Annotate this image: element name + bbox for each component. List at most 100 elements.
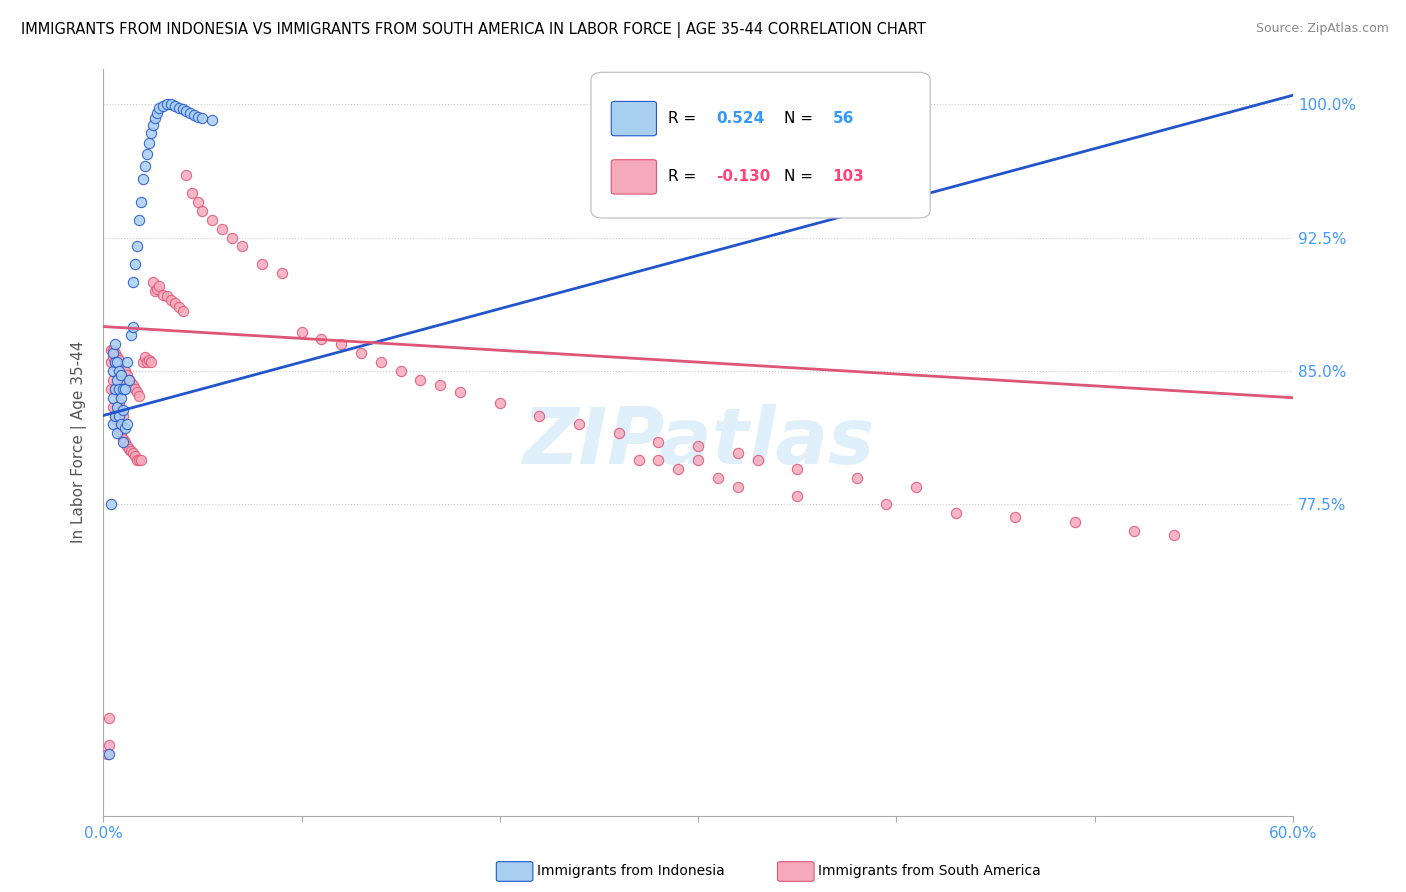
Point [688, 439, 710, 453]
Text: R =: R = [668, 169, 702, 185]
Point [105, 400, 128, 414]
Point [101, 343, 124, 357]
Point [159, 293, 181, 307]
Point [148, 101, 170, 115]
Point [125, 453, 148, 467]
Point [875, 498, 897, 512]
Point [167, 300, 190, 314]
Point [110, 368, 132, 382]
Point [845, 471, 868, 485]
Point [110, 403, 132, 417]
FancyBboxPatch shape [591, 72, 931, 218]
Point [118, 373, 141, 387]
Point [148, 278, 170, 293]
Point [172, 303, 194, 318]
Point [112, 382, 135, 396]
Point [135, 147, 157, 161]
Point [159, 97, 181, 112]
Point [104, 346, 127, 360]
Point [104, 382, 127, 396]
Text: Immigrants from South America: Immigrants from South America [818, 864, 1040, 879]
Point [143, 284, 166, 298]
Point [98, 738, 121, 752]
Point [163, 296, 186, 310]
Point [114, 435, 136, 450]
Point [132, 355, 155, 369]
Point [100, 355, 122, 369]
Point [786, 489, 808, 503]
Point [122, 319, 145, 334]
Point [134, 160, 156, 174]
Point [105, 360, 128, 375]
Point [449, 385, 471, 400]
Point [707, 471, 730, 485]
Text: IMMIGRANTS FROM INDONESIA VS IMMIGRANTS FROM SOUTH AMERICA IN LABOR FORCE | AGE : IMMIGRANTS FROM INDONESIA VS IMMIGRANTS … [21, 22, 925, 38]
Point [143, 112, 166, 126]
Point [183, 108, 205, 122]
Point [172, 103, 194, 117]
Point [110, 373, 132, 387]
Point [1063, 516, 1085, 530]
Point [108, 396, 131, 410]
Point [167, 101, 190, 115]
Point [101, 350, 124, 364]
Point [124, 257, 146, 271]
Point [607, 426, 630, 441]
Point [179, 106, 201, 120]
Point [104, 337, 127, 351]
Point [138, 136, 160, 151]
Point [105, 385, 128, 400]
Point [201, 212, 224, 227]
Text: N =: N = [783, 169, 818, 185]
Point [108, 353, 131, 368]
Point [409, 373, 432, 387]
Point [191, 112, 214, 126]
Point [101, 391, 124, 405]
Point [120, 328, 142, 343]
Point [786, 462, 808, 476]
Point [311, 332, 333, 346]
Point [145, 106, 167, 120]
Point [488, 396, 510, 410]
Point [350, 346, 373, 360]
Point [156, 97, 179, 112]
Point [120, 376, 142, 391]
Point [568, 417, 591, 432]
Point [163, 99, 186, 113]
Point [747, 453, 769, 467]
Point [122, 378, 145, 392]
Text: -0.130: -0.130 [716, 169, 770, 185]
Point [125, 239, 148, 253]
Point [1004, 510, 1026, 524]
Point [98, 711, 121, 725]
Point [142, 119, 165, 133]
Point [104, 409, 127, 423]
Point [152, 99, 174, 113]
Point [156, 289, 179, 303]
Text: R =: R = [668, 112, 702, 126]
Point [114, 382, 136, 396]
Point [115, 439, 138, 453]
Point [647, 453, 669, 467]
Point [108, 382, 131, 396]
Point [101, 400, 124, 414]
Point [105, 426, 128, 441]
Point [135, 355, 157, 369]
Point [110, 391, 132, 405]
Point [128, 389, 150, 403]
Point [104, 382, 127, 396]
Text: Source: ZipAtlas.com: Source: ZipAtlas.com [1256, 22, 1389, 36]
Point [129, 453, 152, 467]
Point [627, 453, 650, 467]
Point [250, 257, 273, 271]
Text: 56: 56 [832, 112, 853, 126]
Text: N =: N = [783, 112, 818, 126]
Point [128, 212, 150, 227]
Point [142, 275, 165, 289]
Point [727, 480, 749, 494]
Point [104, 355, 127, 369]
Point [114, 421, 136, 435]
Point [104, 355, 127, 369]
Point [138, 353, 160, 368]
Point [270, 266, 292, 280]
